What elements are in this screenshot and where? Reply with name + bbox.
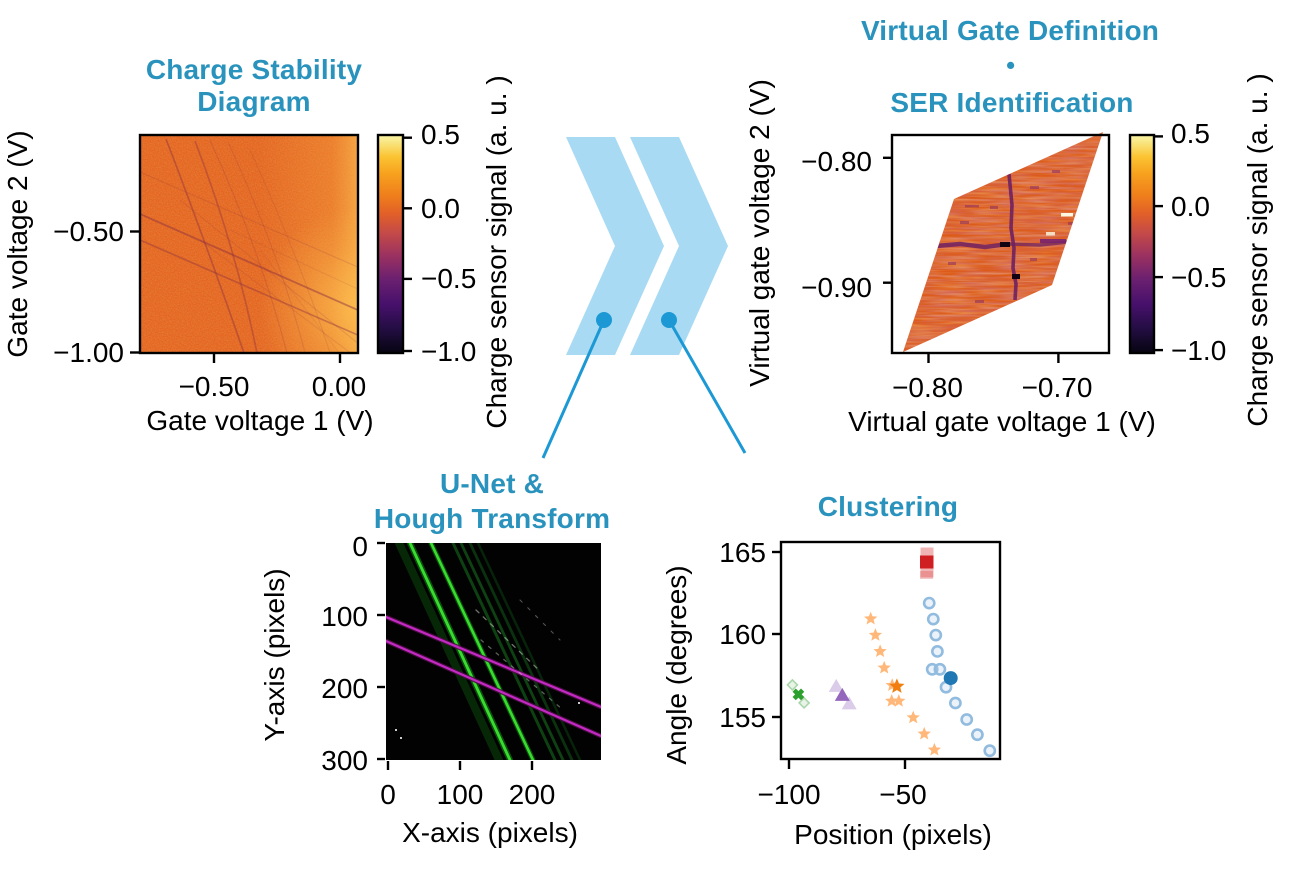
svg-text:Gate voltage 2 (V): Gate voltage 2 (V) <box>2 130 33 357</box>
svg-text:−1.00: −1.00 <box>53 337 124 368</box>
svg-text:−0.80: −0.80 <box>801 146 872 177</box>
svg-text:−0.80: −0.80 <box>892 372 963 403</box>
svg-text:200: 200 <box>509 779 556 810</box>
svg-text:0: 0 <box>380 779 396 810</box>
svg-text:0: 0 <box>352 531 368 562</box>
svg-text:Charge Stability: Charge Stability <box>146 54 363 85</box>
svg-text:Virtual gate voltage 1 (V): Virtual gate voltage 1 (V) <box>848 406 1156 437</box>
svg-text:0.0: 0.0 <box>421 193 460 224</box>
svg-text:Virtual Gate Definition: Virtual Gate Definition <box>861 15 1159 46</box>
svg-text:Position (pixels): Position (pixels) <box>794 819 992 850</box>
svg-text:300: 300 <box>321 745 368 776</box>
svg-text:0.0: 0.0 <box>1171 191 1210 222</box>
svg-text:−0.70: −0.70 <box>1022 372 1093 403</box>
svg-text:SER Identification: SER Identification <box>890 87 1133 118</box>
svg-text:100: 100 <box>437 779 484 810</box>
svg-text:X-axis (pixels): X-axis (pixels) <box>402 817 578 848</box>
svg-text:−1.0: −1.0 <box>1171 335 1226 366</box>
svg-text:−1.0: −1.0 <box>421 336 476 367</box>
svg-text:−0.5: −0.5 <box>1171 262 1226 293</box>
svg-text:Clustering: Clustering <box>818 491 958 522</box>
svg-text:−100: −100 <box>757 779 820 810</box>
svg-text:−50: −50 <box>879 779 927 810</box>
svg-text:0.5: 0.5 <box>1171 118 1210 149</box>
svg-text:Virtual gate voltage 2 (V): Virtual gate voltage 2 (V) <box>744 79 775 387</box>
svg-text:−0.50: −0.50 <box>179 371 250 402</box>
svg-text:0.00: 0.00 <box>312 371 367 402</box>
svg-text:160: 160 <box>719 619 766 650</box>
svg-text:100: 100 <box>321 601 368 632</box>
svg-text:200: 200 <box>321 673 368 704</box>
svg-text:Angle (degrees): Angle (degrees) <box>661 565 692 764</box>
svg-text:U-Net &: U-Net & <box>440 468 544 499</box>
svg-text:Hough Transform: Hough Transform <box>374 503 610 534</box>
svg-text:Gate voltage 1 (V): Gate voltage 1 (V) <box>146 405 373 436</box>
svg-text:0.5: 0.5 <box>421 119 460 150</box>
svg-text:Y-axis (pixels): Y-axis (pixels) <box>259 568 290 741</box>
svg-text:Diagram: Diagram <box>197 86 310 117</box>
svg-text:Charge sensor signal (a. u. ): Charge sensor signal (a. u. ) <box>1242 73 1273 426</box>
svg-text:−0.90: −0.90 <box>801 272 872 303</box>
svg-text:155: 155 <box>719 702 766 733</box>
svg-text:Charge sensor signal (a. u. ): Charge sensor signal (a. u. ) <box>481 75 512 428</box>
svg-text:165: 165 <box>719 537 766 568</box>
svg-text:−0.50: −0.50 <box>53 216 124 247</box>
svg-text:−0.5: −0.5 <box>421 263 476 294</box>
